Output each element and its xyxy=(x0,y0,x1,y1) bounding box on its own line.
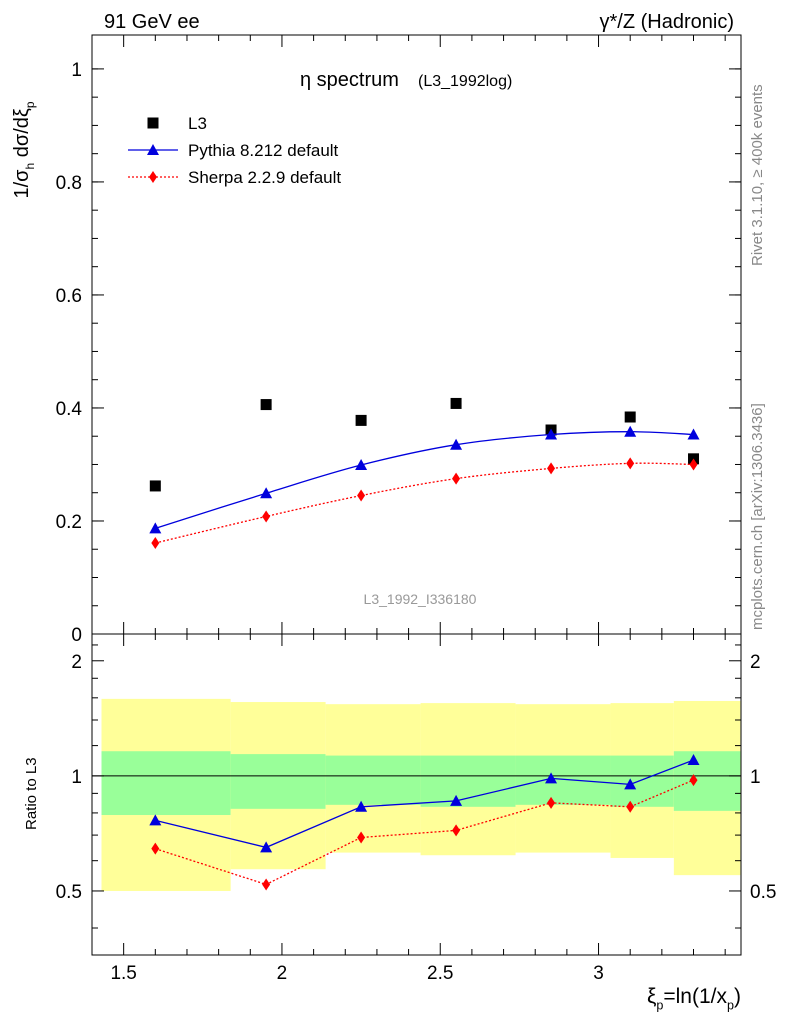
main-ytick-label: 0.2 xyxy=(56,512,82,533)
rivet-label: Rivet 3.1.10, ≥ 400k events xyxy=(749,84,766,266)
ratio-marks xyxy=(92,698,741,891)
ratio-point-0-2 xyxy=(355,800,368,812)
main-point-2-2 xyxy=(357,489,366,502)
ratio-point-0-1 xyxy=(260,841,273,853)
ratio-band-inner-2 xyxy=(325,755,421,805)
main-point-2-1 xyxy=(262,510,271,523)
ratio-point-1-2 xyxy=(357,831,366,844)
main-point-1-4 xyxy=(545,428,558,440)
ratio-band-inner-3 xyxy=(420,755,516,807)
ratio-xtick-label: 1.5 xyxy=(110,963,136,984)
main-point-0-0 xyxy=(149,480,161,492)
ratio-band-inner-6 xyxy=(673,751,741,811)
main-series-line-2 xyxy=(155,462,694,544)
main-point-0-2 xyxy=(355,414,367,426)
main-point-1-2 xyxy=(355,459,368,471)
legend-marker-1 xyxy=(147,144,159,155)
ratio-point-0-3 xyxy=(450,794,463,806)
svg-text:ξp=ln(1/xp): ξp=ln(1/xp) xyxy=(647,985,741,1012)
main-axis-ticks: 0 0.2 0.4 0.6 0.8 1 xyxy=(56,35,741,646)
ratio-panel: 0.5 0.5 1 1 2 2 1.5 2 2.5 3 Ratio to L3 ξp=ln(1/x… xyxy=(23,633,776,1012)
ratio-band-inner-5 xyxy=(610,755,674,807)
main-point-0-3 xyxy=(450,397,462,409)
main-series-line-1 xyxy=(155,431,694,529)
ratio-point-1-3 xyxy=(452,824,461,837)
main-y-axis-label: 1/σh dσ/dξp xyxy=(11,101,37,198)
ratio-xtick-label: 2.5 xyxy=(427,963,453,984)
ratio-band-inner-0 xyxy=(101,751,231,816)
main-point-0-5 xyxy=(624,411,636,423)
main-point-2-3 xyxy=(452,472,461,485)
ratio-point-1-5 xyxy=(626,800,635,813)
ratio-ytick-label-right: 2 xyxy=(750,652,761,673)
legend: L3 Pythia 8.212 default Sherpa 2.2.9 defau… xyxy=(128,114,341,187)
x-axis-label: ξp=ln(1/xp) xyxy=(647,985,741,1012)
ratio-band-inner-4 xyxy=(515,755,611,805)
main-point-1-0 xyxy=(149,522,162,534)
main-point-1-6 xyxy=(687,428,700,440)
ratio-axis-ticks: 0.5 0.5 1 1 2 2 1.5 2 2.5 3 xyxy=(56,634,776,984)
ratio-band-inner-1 xyxy=(230,754,326,809)
ratio-ytick-label-left: 2 xyxy=(71,652,82,673)
ratio-point-1-4 xyxy=(547,796,556,809)
mcplots-label: mcplots.cern.ch [arXiv:1306.3436] xyxy=(749,403,766,630)
ratio-ytick-label-right: 1 xyxy=(750,767,761,788)
ratio-point-0-5 xyxy=(624,778,637,790)
legend-label-0: L3 xyxy=(188,114,207,133)
main-point-2-4 xyxy=(547,462,556,475)
ratio-point-1-6 xyxy=(689,774,698,787)
main-ytick-label: 0.4 xyxy=(56,399,83,420)
legend-label-2: Sherpa 2.2.9 default xyxy=(188,168,341,187)
main-title-suffix: (L3_1992log) xyxy=(418,73,512,90)
main-point-1-5 xyxy=(624,425,637,437)
legend-marker-2 xyxy=(149,171,157,183)
ratio-point-0-6 xyxy=(687,754,700,766)
svg-text:1/σh dσ/dξp: 1/σh dσ/dξp xyxy=(11,101,37,198)
ratio-xtick-label: 2 xyxy=(277,963,288,984)
main-point-2-0 xyxy=(151,537,160,550)
ratio-frame xyxy=(91,633,742,956)
legend-label-1: Pythia 8.212 default xyxy=(188,141,339,160)
ratio-point-0-0 xyxy=(149,814,162,826)
ratio-y-axis-label: Ratio to L3 xyxy=(23,757,40,830)
ratio-point-1-1 xyxy=(262,878,271,891)
main-marks xyxy=(149,397,700,550)
ratio-xtick-label: 3 xyxy=(593,963,604,984)
legend-marker-0 xyxy=(147,117,159,129)
main-point-2-5 xyxy=(626,457,635,470)
main-title: η spectrum xyxy=(300,69,399,91)
ratio-ytick-label-right: 0.5 xyxy=(750,882,776,903)
main-ytick-label: 1 xyxy=(71,60,82,81)
main-panel: 0 0.2 0.4 0.6 0.8 1 η spectrum (L3_1992log) L… xyxy=(11,34,742,646)
ratio-ytick-label-left: 1 xyxy=(71,767,82,788)
main-ytick-label: 0.8 xyxy=(56,173,82,194)
header-right: γ*/Z (Hadronic) xyxy=(600,11,734,33)
main-ytick-label: 0.6 xyxy=(56,286,82,307)
ratio-point-1-0 xyxy=(151,842,160,855)
main-point-2-6 xyxy=(689,458,698,471)
main-ytick-label: 0 xyxy=(71,625,82,646)
ratio-point-0-4 xyxy=(545,772,558,784)
ratio-ytick-label-left: 0.5 xyxy=(56,882,82,903)
main-point-0-1 xyxy=(260,399,272,411)
watermark: L3_1992_I336180 xyxy=(364,591,477,607)
main-point-1-3 xyxy=(450,438,463,450)
main-point-1-1 xyxy=(260,487,273,499)
header-left: 91 GeV ee xyxy=(104,11,200,33)
